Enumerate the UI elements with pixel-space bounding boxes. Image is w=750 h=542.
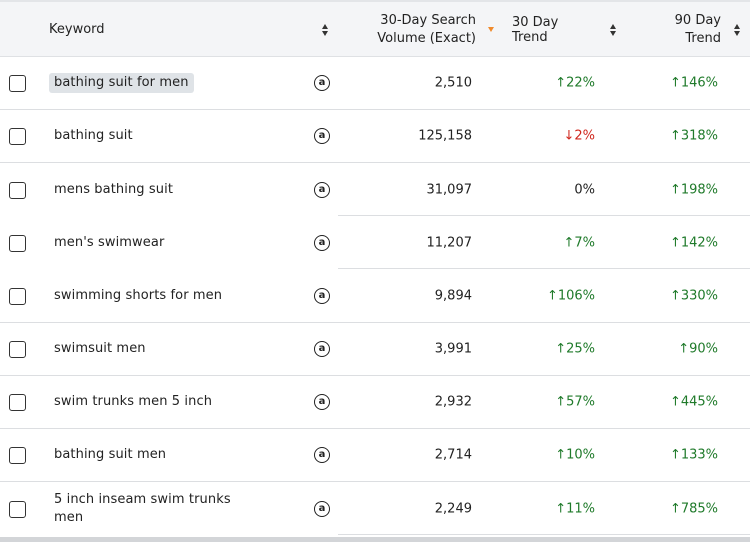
amazon-icon[interactable]: a bbox=[314, 75, 330, 91]
volume-column-header[interactable]: 30-Day Search Volume (Exact) bbox=[352, 2, 476, 57]
search-volume-value: 9,894 bbox=[434, 288, 472, 304]
trend30-value: ↑22% bbox=[555, 75, 595, 91]
search-volume-value: 2,249 bbox=[434, 501, 472, 516]
amazon-icon[interactable]: a bbox=[314, 341, 330, 357]
trend90-column-header[interactable]: 90 Day Trend bbox=[640, 2, 721, 57]
keyword-text[interactable]: swimming shorts for men bbox=[54, 288, 223, 303]
trend90-value: ↑445% bbox=[669, 394, 718, 410]
keyword-text[interactable]: mens bathing suit bbox=[54, 181, 174, 197]
table-row[interactable]: bathing suit a 125,158 ↓2% ↑318% bbox=[0, 110, 750, 163]
row-checkbox[interactable] bbox=[9, 394, 26, 411]
horizontal-scrollbar[interactable] bbox=[0, 537, 750, 542]
table-row[interactable]: bathing suit men a 2,714 ↑10% ↑133% bbox=[0, 429, 750, 482]
table-row[interactable]: swimming shorts for men a 9,894 ↑106% ↑330% bbox=[0, 270, 750, 323]
amazon-icon[interactable]: a bbox=[314, 394, 330, 410]
table-row[interactable]: mens bathing suit a 31,097 0% ↑198% bbox=[0, 163, 750, 216]
keyword-column-header[interactable]: Keyword bbox=[49, 22, 105, 37]
trend30-column-header[interactable]: 30 Day Trend bbox=[512, 14, 559, 45]
row-checkbox[interactable] bbox=[9, 234, 26, 252]
trend90-sort-icon[interactable] bbox=[732, 2, 742, 57]
amazon-icon[interactable]: a bbox=[314, 181, 330, 198]
table-row[interactable]: 5 inch inseam swim trunks men a 2,249 ↑11% ↑… bbox=[0, 482, 750, 535]
keyword-text[interactable]: men's swimwear bbox=[54, 234, 165, 250]
row-checkbox[interactable] bbox=[9, 288, 26, 305]
trend90-value: ↑330% bbox=[669, 288, 718, 304]
amazon-icon[interactable]: a bbox=[314, 500, 330, 517]
trend30-value: ↑25% bbox=[555, 341, 595, 357]
row-checkbox[interactable] bbox=[9, 341, 26, 358]
table-row[interactable]: swim trunks men 5 inch a 2,932 ↑57% ↑445% bbox=[0, 376, 750, 429]
keyword-sort-icon[interactable] bbox=[320, 2, 330, 57]
trend30-value: ↑57% bbox=[555, 394, 595, 410]
table-row[interactable]: bathing suit for men a 2,510 ↑22% ↑146% bbox=[0, 57, 750, 110]
trend90-value: ↑318% bbox=[669, 128, 718, 144]
trend30-value: ↓2% bbox=[563, 128, 595, 144]
trend30-value: ↑7% bbox=[563, 235, 595, 250]
trend30-value: ↑11% bbox=[555, 501, 595, 516]
row-checkbox[interactable] bbox=[9, 500, 26, 518]
volume-header-line2: Volume (Exact) bbox=[377, 30, 476, 46]
table-header: Keyword 30-Day Search Volume (Exact) 30 … bbox=[0, 0, 750, 57]
search-volume-value: 2,932 bbox=[434, 394, 472, 410]
trend90-header-line2: Trend bbox=[685, 30, 721, 46]
trend90-value: ↑142% bbox=[669, 235, 718, 250]
search-volume-value: 125,158 bbox=[418, 128, 472, 144]
row-checkbox[interactable] bbox=[9, 181, 26, 199]
trend90-value: ↑198% bbox=[669, 182, 718, 197]
trend90-value: ↑785% bbox=[669, 501, 718, 516]
trend90-header-line1: 90 Day bbox=[674, 12, 721, 28]
keyword-text[interactable]: bathing suit men bbox=[54, 447, 167, 462]
search-volume-value: 11,207 bbox=[426, 235, 473, 250]
volume-sort-desc-icon[interactable] bbox=[486, 2, 496, 57]
search-volume-value: 3,991 bbox=[434, 341, 472, 357]
table-row[interactable]: swimsuit men a 3,991 ↑25% ↑90% bbox=[0, 323, 750, 376]
amazon-icon[interactable]: a bbox=[314, 288, 330, 304]
keyword-text[interactable]: bathing suit for men bbox=[49, 73, 194, 93]
keyword-text[interactable]: swimsuit men bbox=[54, 341, 146, 356]
amazon-icon[interactable]: a bbox=[314, 447, 330, 463]
trend30-value: ↑10% bbox=[555, 447, 595, 463]
trend90-value: ↑146% bbox=[669, 75, 718, 91]
keyword-text[interactable]: swim trunks men 5 inch bbox=[54, 394, 213, 409]
search-volume-value: 31,097 bbox=[426, 182, 473, 197]
trend90-value: ↑133% bbox=[669, 447, 718, 463]
amazon-icon[interactable]: a bbox=[314, 234, 330, 251]
trend30-sort-icon[interactable] bbox=[608, 2, 618, 57]
trend30-value: ↑106% bbox=[546, 288, 595, 304]
row-checkbox[interactable] bbox=[9, 447, 26, 464]
trend90-value: ↑90% bbox=[678, 341, 718, 357]
row-checkbox[interactable] bbox=[9, 128, 26, 145]
volume-header-line1: 30-Day Search bbox=[380, 12, 476, 28]
amazon-icon[interactable]: a bbox=[314, 128, 330, 144]
keyword-text[interactable]: bathing suit bbox=[54, 128, 133, 143]
search-volume-value: 2,510 bbox=[434, 75, 472, 91]
trend30-value: 0% bbox=[574, 182, 595, 197]
row-checkbox[interactable] bbox=[9, 75, 26, 92]
search-volume-value: 2,714 bbox=[434, 447, 472, 463]
table-row[interactable]: men's swimwear a 11,207 ↑7% ↑142% bbox=[0, 216, 750, 269]
keyword-text[interactable]: 5 inch inseam swim trunks men bbox=[54, 491, 231, 525]
